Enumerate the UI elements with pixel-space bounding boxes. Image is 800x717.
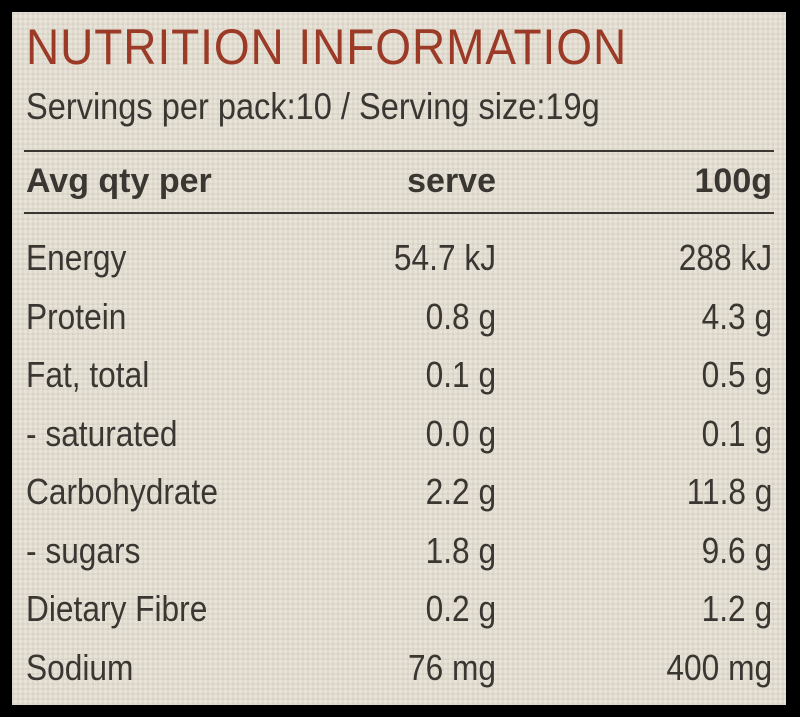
- column-header: Avg qty per: [26, 162, 212, 200]
- servings: Servings per pack:10 / Serving size:19g: [26, 86, 600, 127]
- nutrient-value: 0.1 g: [425, 354, 496, 395]
- nutrient-value: 9.6 g: [701, 529, 772, 571]
- nutrient-name: - saturated: [26, 412, 178, 454]
- nutrient-value: 1.8 g: [425, 529, 496, 571]
- nutrient-value: 0.5 g: [701, 354, 772, 395]
- divider: [24, 212, 774, 214]
- nutrient-name: Fat, total: [26, 354, 150, 395]
- nutrient-value: 2.2 g: [425, 471, 496, 512]
- nutrient-value: 0.0 g: [425, 412, 496, 454]
- nutrient-value: 0.2 g: [425, 588, 496, 629]
- nutrient-value: 76 mg: [407, 646, 496, 688]
- nutrient-name: Dietary Fibre: [26, 588, 208, 629]
- nutrient-value: 11.8 g: [686, 471, 772, 512]
- nutrient-value: 54.7 kJ: [393, 237, 496, 278]
- nutrient-value: 288 kJ: [678, 237, 772, 278]
- nutrition-panel: NUTRITION INFORMATION Servings per pack:…: [12, 12, 786, 705]
- nutrient-name: - sugars: [26, 529, 141, 571]
- nutrient-value: 0.8 g: [425, 295, 496, 337]
- nutrient-value: 4.3 g: [701, 295, 772, 337]
- nutrient-value: 1.2 g: [701, 588, 772, 629]
- nutrient-value: 400 mg: [666, 646, 772, 688]
- nutrient-value: 0.1 g: [701, 412, 772, 454]
- nutrient-name: Sodium: [26, 646, 134, 688]
- column-header: serve: [407, 162, 496, 200]
- divider: [24, 150, 774, 152]
- title: NUTRITION INFORMATION: [26, 19, 628, 75]
- nutrient-name: Carbohydrate: [26, 471, 218, 512]
- nutrient-name: Protein: [26, 295, 127, 337]
- column-header: 100g: [694, 162, 773, 200]
- nutrient-name: Energy: [26, 237, 127, 278]
